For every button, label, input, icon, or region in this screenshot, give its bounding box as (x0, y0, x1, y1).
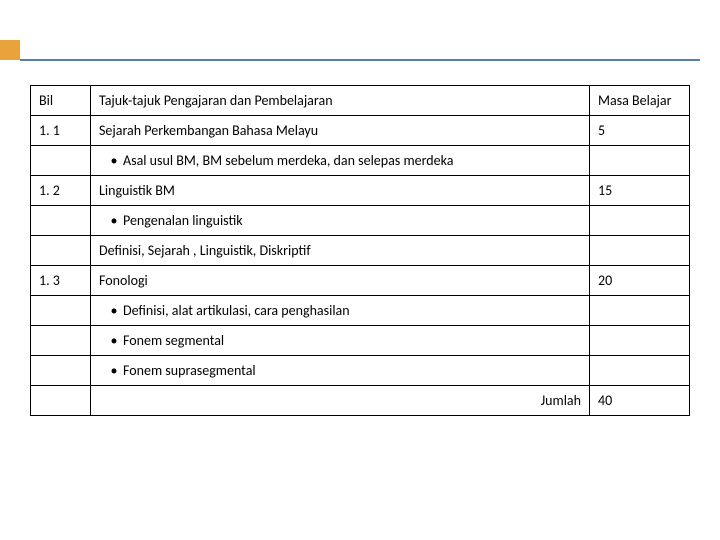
cell-masa (590, 326, 690, 356)
cell-masa (590, 146, 690, 176)
cell-masa (590, 236, 690, 266)
cell-tajuk: Asal usul BM, BM sebelum merdeka, dan se… (91, 146, 590, 176)
table-row: Definisi, Sejarah , Linguistik, Diskript… (31, 236, 690, 266)
table-row: Asal usul BM, BM sebelum merdeka, dan se… (31, 146, 690, 176)
bullet-text: Definisi, alat artikulasi, cara penghasi… (123, 302, 350, 319)
cell-tajuk: Fonem suprasegmental (91, 356, 590, 386)
cell-bil: 1. 2 (31, 176, 91, 206)
cell-tajuk: Fonologi (91, 266, 590, 296)
bullet-text: Pengenalan linguistik (123, 212, 243, 229)
table-row: 1. 2 Linguistik BM 15 (31, 176, 690, 206)
header-line (20, 59, 700, 61)
header-bil: Bil (31, 86, 91, 116)
cell-masa (590, 296, 690, 326)
header-tajuk: Tajuk-tajuk Pengajaran dan Pembelajaran (91, 86, 590, 116)
bullet-text: Asal usul BM, BM sebelum merdeka, dan se… (123, 152, 453, 169)
table-row: 1. 3 Fonologi 20 (31, 266, 690, 296)
cell-tajuk: Definisi, Sejarah , Linguistik, Diskript… (91, 236, 590, 266)
cell-bil: 1. 1 (31, 116, 91, 146)
table-row: Fonem segmental (31, 326, 690, 356)
bullet-icon (99, 362, 123, 379)
bullet-text: Fonem segmental (123, 332, 224, 349)
cell-tajuk: Sejarah Perkembangan Bahasa Melayu (91, 116, 590, 146)
table-row: 1. 1 Sejarah Perkembangan Bahasa Melayu … (31, 116, 690, 146)
cell-bil (31, 386, 91, 416)
cell-bil (31, 356, 91, 386)
cell-total-label: Jumlah (91, 386, 590, 416)
syllabus-table: Bil Tajuk-tajuk Pengajaran dan Pembelaja… (30, 85, 690, 416)
bullet-icon (99, 212, 123, 229)
header-band (0, 0, 720, 60)
cell-bil: 1. 3 (31, 266, 91, 296)
cell-bil (31, 146, 91, 176)
table-row: Fonem suprasegmental (31, 356, 690, 386)
bullet-icon (99, 152, 123, 169)
cell-total-value: 40 (590, 386, 690, 416)
content-area: Bil Tajuk-tajuk Pengajaran dan Pembelaja… (0, 60, 720, 416)
cell-tajuk: Linguistik BM (91, 176, 590, 206)
accent-square (0, 40, 20, 60)
cell-masa (590, 356, 690, 386)
cell-masa (590, 206, 690, 236)
cell-masa: 15 (590, 176, 690, 206)
cell-bil (31, 236, 91, 266)
cell-tajuk: Pengenalan linguistik (91, 206, 590, 236)
cell-bil (31, 206, 91, 236)
table-row: Bil Tajuk-tajuk Pengajaran dan Pembelaja… (31, 86, 690, 116)
cell-tajuk: Definisi, alat artikulasi, cara penghasi… (91, 296, 590, 326)
table-row: Definisi, alat artikulasi, cara penghasi… (31, 296, 690, 326)
bullet-text: Fonem suprasegmental (123, 362, 256, 379)
table-row: Pengenalan linguistik (31, 206, 690, 236)
cell-masa: 20 (590, 266, 690, 296)
cell-bil (31, 326, 91, 356)
table-row-total: Jumlah 40 (31, 386, 690, 416)
cell-bil (31, 296, 91, 326)
cell-masa: 5 (590, 116, 690, 146)
bullet-icon (99, 332, 123, 349)
cell-tajuk: Fonem segmental (91, 326, 590, 356)
header-masa: Masa Belajar (590, 86, 690, 116)
bullet-icon (99, 302, 123, 319)
